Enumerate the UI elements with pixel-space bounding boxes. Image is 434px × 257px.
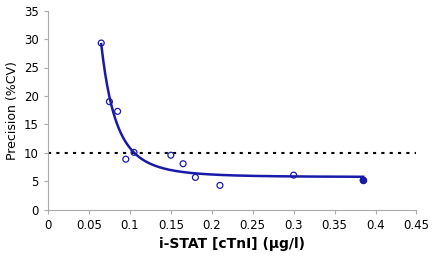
Y-axis label: Precision (%CV): Precision (%CV) bbox=[6, 61, 19, 160]
Point bbox=[106, 100, 113, 104]
Point bbox=[359, 178, 366, 182]
Point bbox=[98, 41, 105, 45]
Point bbox=[114, 109, 121, 113]
X-axis label: i-STAT [cTnI] (μg/l): i-STAT [cTnI] (μg/l) bbox=[159, 237, 305, 251]
Point bbox=[130, 150, 137, 154]
Point bbox=[122, 157, 129, 161]
Point bbox=[191, 175, 198, 179]
Point bbox=[289, 173, 296, 177]
Point bbox=[359, 178, 366, 182]
Point bbox=[167, 153, 174, 157]
Point bbox=[216, 183, 223, 187]
Point bbox=[179, 162, 186, 166]
